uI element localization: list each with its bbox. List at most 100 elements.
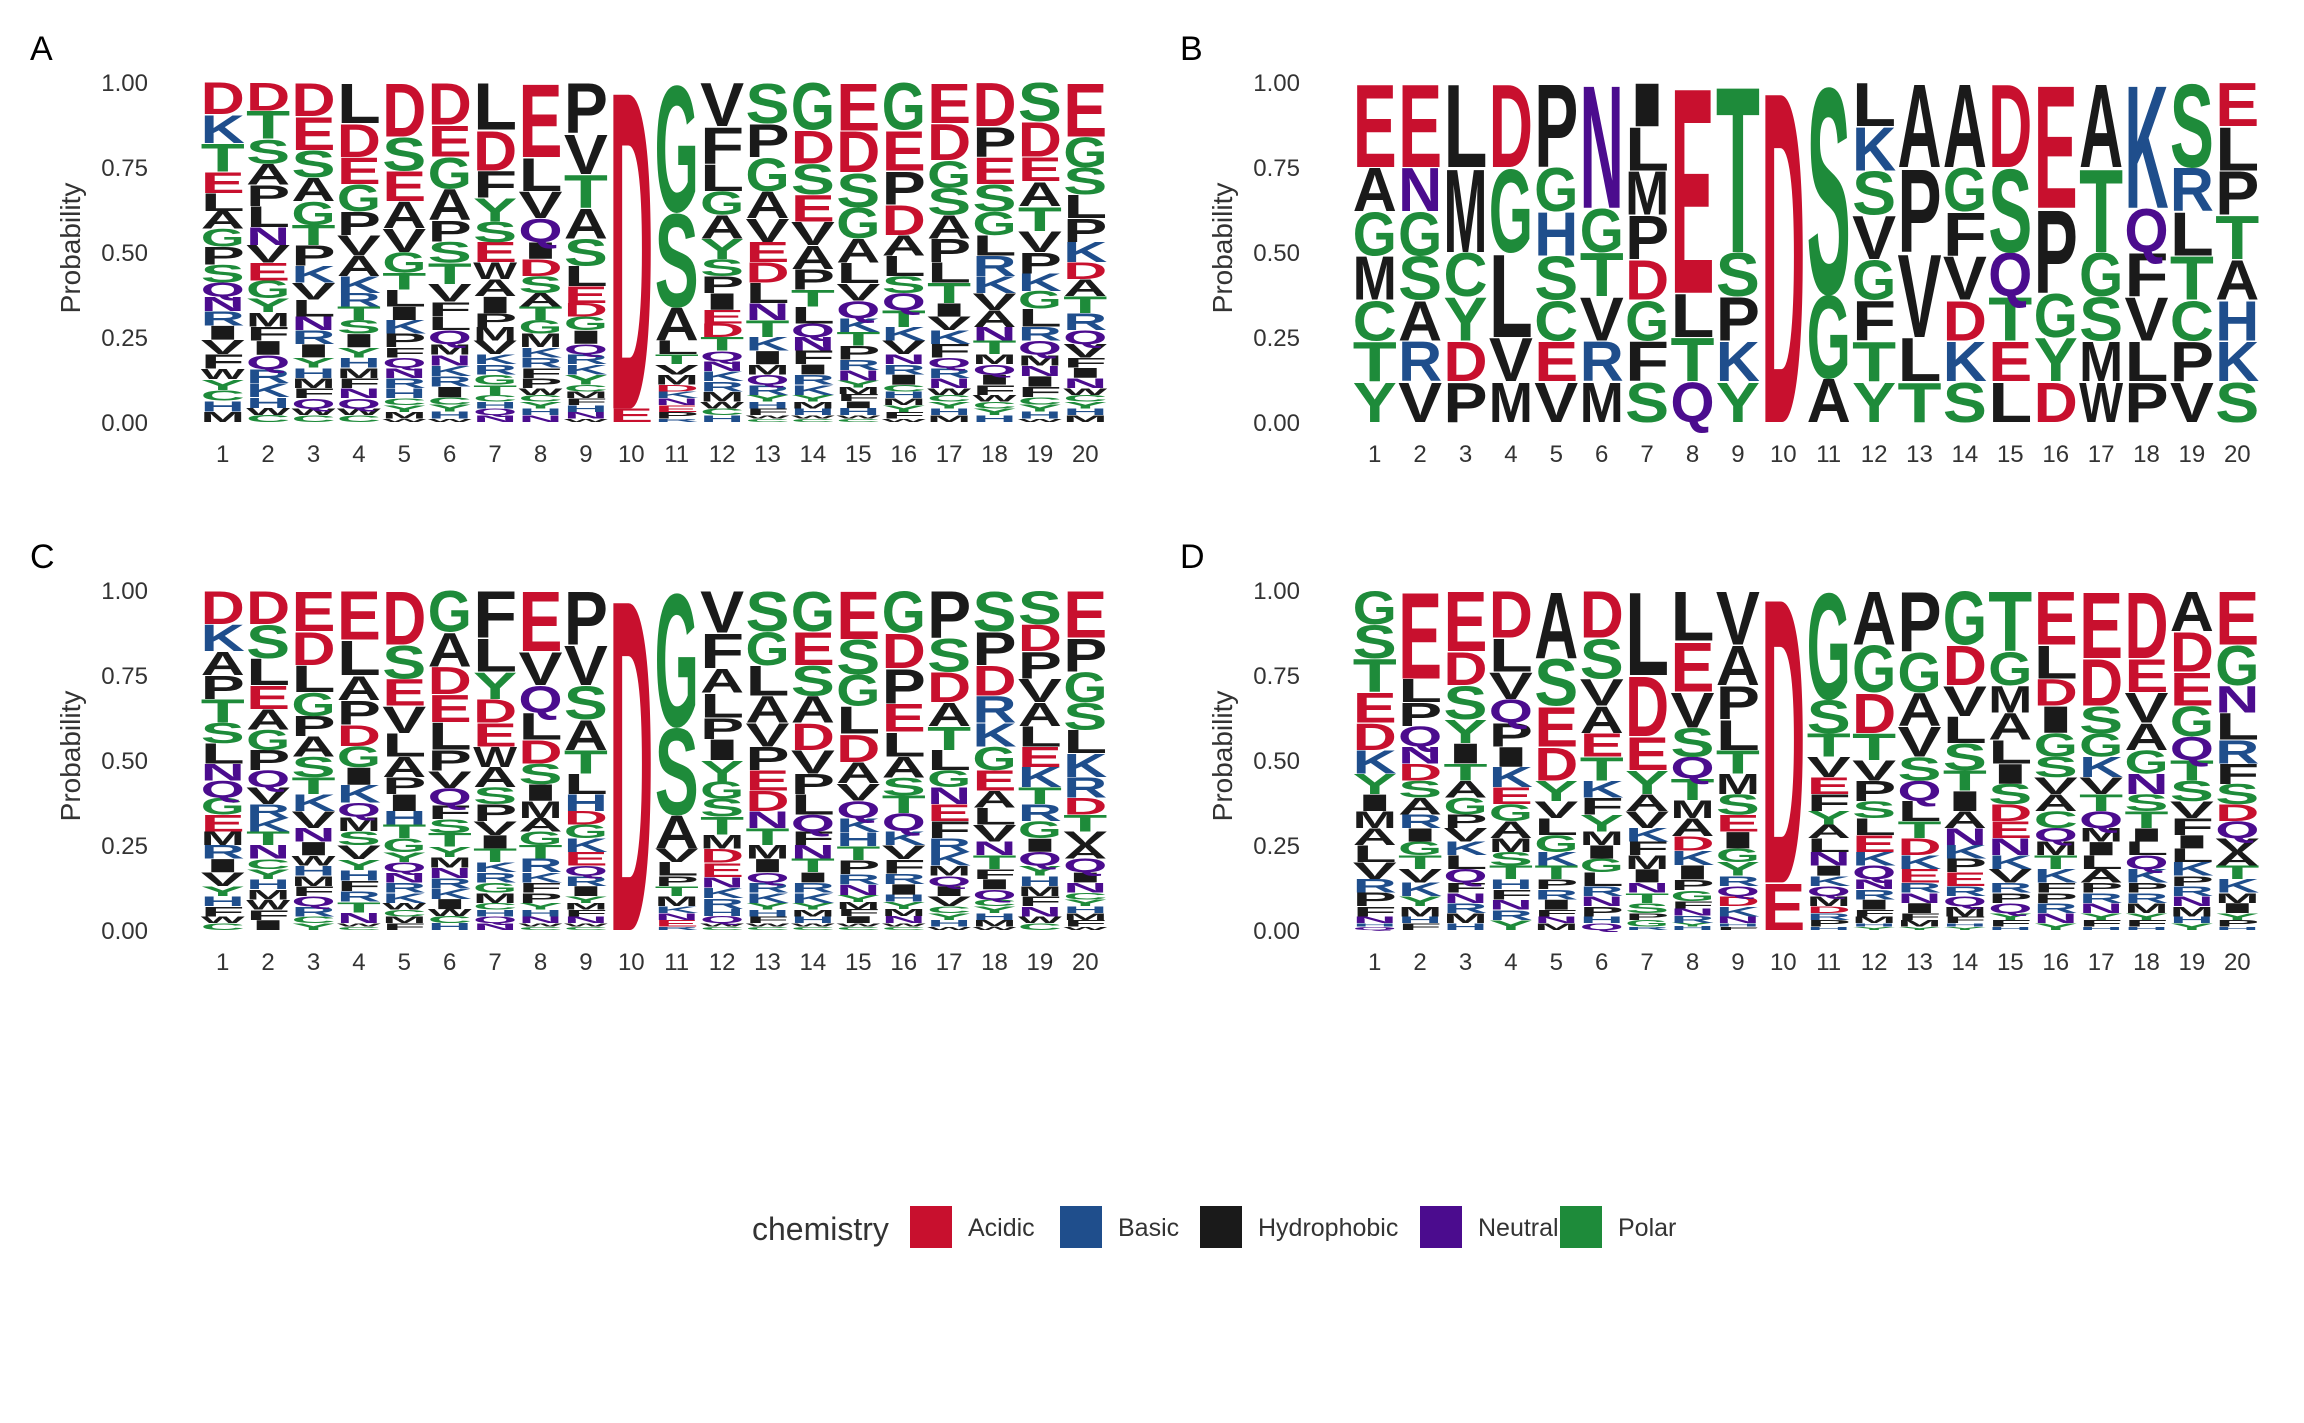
logo-letter-V: V xyxy=(1398,866,1443,887)
logo-letter-K: K xyxy=(1625,824,1670,845)
panel-d-logo: QHNFPRVLAMIYKDETSGFHMYKVTGIRASDNQPLEHMRN… xyxy=(1353,513,2260,969)
x-tick-label: 18 xyxy=(981,441,1008,468)
logo-letter-V: V xyxy=(564,634,608,698)
logo-letter-A: A xyxy=(382,752,426,784)
logo-letter-S: S xyxy=(246,616,290,669)
logo-letter-D: D xyxy=(1670,832,1714,855)
logo-letter-Q: Q xyxy=(1353,926,1397,931)
logo-letter-A: A xyxy=(1398,793,1442,820)
x-tick-label: 2 xyxy=(261,949,274,976)
logo-letter-A: A xyxy=(201,206,245,234)
logo-letter-T: T xyxy=(519,303,563,324)
logo-letter-D: D xyxy=(609,0,653,505)
logo-letter-D: D xyxy=(655,383,699,393)
logo-letter-M: M xyxy=(791,400,835,411)
logo-letter-H: H xyxy=(1018,873,1062,889)
logo-letter-W: W xyxy=(1018,915,1062,925)
logo-letter-M: M xyxy=(882,907,926,918)
logo-letter-W: W xyxy=(1063,387,1107,397)
logo-letter-T: T xyxy=(700,812,744,840)
logo-letter-M: M xyxy=(1580,828,1624,849)
logo-letter-C: C xyxy=(1443,240,1487,309)
logo-letter-C: C xyxy=(973,898,1017,908)
logo-letter-R: R xyxy=(1852,887,1896,903)
logo-letter-F: F xyxy=(2125,241,2169,310)
x-tick-label: 4 xyxy=(352,949,365,976)
x-tick-label: 10 xyxy=(1770,949,1797,976)
logo-letter-T: T xyxy=(973,852,1017,873)
logo-letter-P: P xyxy=(2034,186,2078,318)
logo-letter-N: N xyxy=(746,298,790,325)
logo-letter-A: A xyxy=(337,251,381,283)
logo-letter-P: P xyxy=(836,857,880,879)
logo-letter-H: H xyxy=(927,407,971,417)
x-tick-label: 14 xyxy=(1952,949,1979,976)
logo-letter-W: W xyxy=(2079,372,2124,435)
logo-letter-M: M xyxy=(246,309,290,331)
logo-letter-T: T xyxy=(473,382,517,398)
logo-letter-F: F xyxy=(927,817,971,844)
logo-letter-Y: Y xyxy=(746,901,790,912)
logo-letter-F: F xyxy=(927,340,971,361)
logo-letter-I: I xyxy=(1898,900,1942,916)
logo-letter-S: S xyxy=(1625,371,1669,435)
logo-letter-L: L xyxy=(1444,59,1488,192)
logo-letter-E: E xyxy=(201,166,245,199)
logo-letter-W: W xyxy=(791,922,836,927)
legend-label-acidic: Acidic xyxy=(968,1214,1035,1242)
logo-letter-L: L xyxy=(1018,720,1062,752)
logo-letter-K: K xyxy=(1018,269,1063,297)
logo-letter-W: W xyxy=(1063,926,1108,931)
logo-letter-T: T xyxy=(791,285,835,312)
logo-letter-Q: Q xyxy=(927,873,971,889)
logo-letter-N: N xyxy=(1716,915,1760,925)
logo-letter-F: F xyxy=(291,883,335,899)
logo-letter-W: W xyxy=(836,922,881,927)
logo-letter-A: A xyxy=(1063,841,1107,862)
logo-letter-Y: Y xyxy=(746,393,790,404)
logo-letter-D: D xyxy=(836,119,880,184)
logo-letter-A: A xyxy=(292,731,336,763)
logo-letter-Q: Q xyxy=(1063,855,1107,876)
logo-letter-I: I xyxy=(1018,373,1062,390)
logo-letter-C: C xyxy=(791,926,835,931)
y-tick-label: 0.75 xyxy=(1253,155,1300,182)
logo-letter-I: I xyxy=(564,883,608,899)
logo-letter-T: T xyxy=(1489,862,1533,883)
logo-letter-R: R xyxy=(291,904,335,920)
logo-letter-T: T xyxy=(1580,241,1624,310)
logo-letter-H: H xyxy=(201,398,245,415)
logo-letter-G: G xyxy=(655,49,699,250)
logo-letter-Y: Y xyxy=(564,894,608,905)
logo-letter-T: T xyxy=(1671,326,1715,395)
logo-letter-T: T xyxy=(836,328,880,350)
logo-letter-C: C xyxy=(927,393,971,403)
logo-letter-I: I xyxy=(1625,865,1669,886)
logo-letter-D: D xyxy=(609,501,653,1031)
logo-letter-F: F xyxy=(1671,899,1715,910)
logo-letter-L: L xyxy=(1716,711,1760,759)
logo-letter-Q: Q xyxy=(201,777,245,803)
logo-letter-R: R xyxy=(337,889,381,905)
panel-a-xticks: 1 2 3 4 5 6 7 8 9 10 11 12 13 14 15 16 17 18 19 20 xyxy=(216,441,1099,468)
logo-letter-W: W xyxy=(428,908,472,919)
logo-letter-E: E xyxy=(973,765,1017,797)
logo-letter-T: T xyxy=(1988,285,2032,354)
logo-letter-H: H xyxy=(836,828,880,850)
x-tick-label: 15 xyxy=(845,441,872,468)
logo-letter-D: D xyxy=(882,623,926,678)
logo-letter-L: L xyxy=(519,706,563,748)
logo-letter-Q: Q xyxy=(292,396,336,412)
x-tick-label: 19 xyxy=(1027,949,1054,976)
logo-letter-E: E xyxy=(1716,810,1760,837)
logo-letter-V: V xyxy=(791,216,835,253)
logo-letter-P: P xyxy=(1018,645,1062,687)
logo-letter-P: P xyxy=(1580,904,1624,920)
logo-letter-Q: Q xyxy=(246,766,290,792)
logo-letter-N: N xyxy=(1534,915,1578,925)
logo-letter-T: T xyxy=(746,316,790,343)
logo-letter-E: E xyxy=(246,258,290,286)
logo-letter-M: M xyxy=(655,372,699,388)
logo-letter-M: M xyxy=(1489,370,1533,434)
